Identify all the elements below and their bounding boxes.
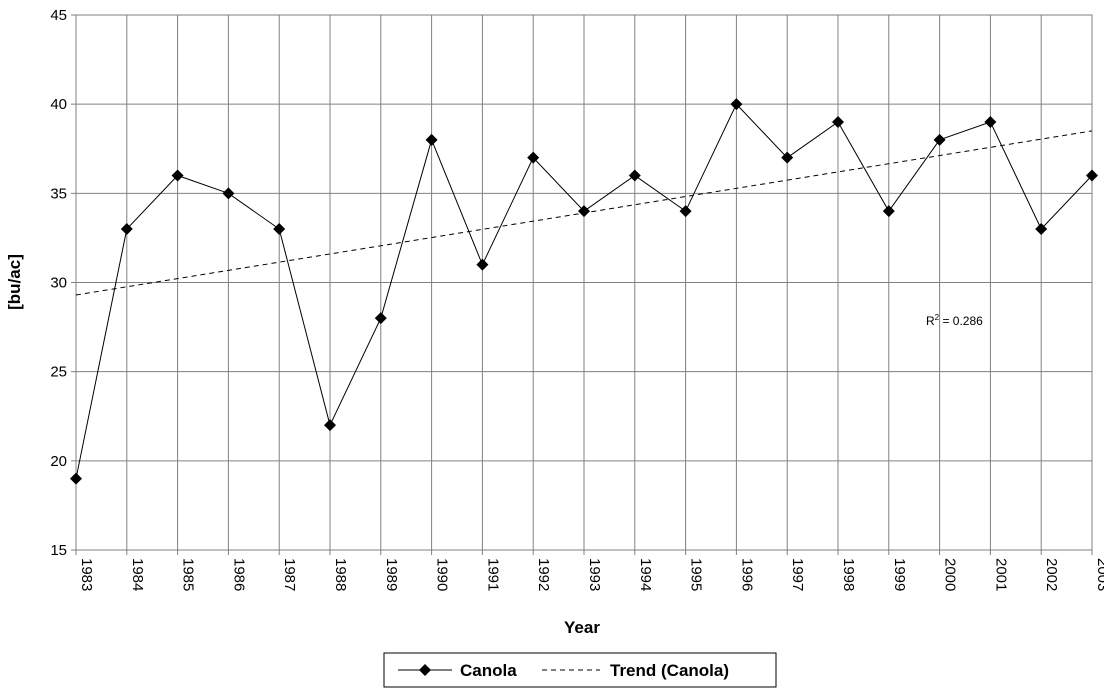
x-tick-label: 2003 [1094,558,1104,591]
y-axis: 15 20 25 30 35 40 45 [50,7,76,559]
data-point-1996 [730,98,743,111]
grid [75,14,1093,551]
data-point-2002 [1035,223,1048,235]
data-point-1989 [374,312,387,325]
x-tick-label: 1997 [789,558,806,591]
y-tick-label: 35 [50,185,67,202]
data-point-1985 [171,169,184,182]
data-point-1995 [679,205,692,218]
y-tick-label: 30 [50,275,67,292]
data-point-1988 [324,419,336,432]
y-tick-label: 20 [50,453,67,470]
data-point-1986 [222,187,235,200]
data-point-1993 [578,205,590,218]
legend-canola-label: Canola [460,661,517,680]
legend: Canola Trend (Canola) [383,652,777,688]
legend-trend-label: Trend (Canola) [610,661,729,680]
data-point-1994 [628,169,641,182]
x-tick-label: 2001 [992,558,1009,591]
data-point-2000 [933,133,946,146]
x-axis-title: Year [564,618,600,637]
x-tick-label: 1986 [230,558,247,591]
x-tick-label: 1995 [688,558,705,591]
series-canola [70,98,1098,485]
x-tick-label: 1984 [129,558,146,591]
x-tick-label: 2002 [1043,558,1060,591]
x-tick-label: 1996 [738,558,755,591]
y-axis-title: [bu/ac] [5,254,24,310]
y-tick-label: 40 [50,96,67,113]
data-point-1999 [882,205,895,218]
data-point-1984 [120,223,133,235]
y-tick-label: 45 [50,7,67,24]
data-point-1990 [425,133,438,146]
data-point-1997 [781,151,794,164]
x-tick-label: 1991 [484,558,501,591]
x-tick-label: 1983 [78,558,95,591]
r-squared-label: R [926,314,935,328]
y-tick-label: 15 [50,542,67,559]
x-tick-label: 2000 [942,558,959,591]
r-squared-value: = 0.286 [939,314,983,328]
x-tick-label: 1992 [535,558,552,591]
x-tick-label: 1988 [332,558,349,591]
x-tick-label: 1998 [840,558,857,591]
r-squared-superscript: 2 [935,313,940,322]
x-axis: 1983 1984 1985 1986 1987 1988 1989 1990 1991 1992… [75,550,1104,591]
x-tick-label: 1989 [383,558,400,591]
data-point-2001 [984,116,997,128]
x-tick-label: 1985 [180,558,197,591]
x-tick-label: 1994 [637,558,654,591]
data-point-1987 [273,223,286,235]
data-point-1983 [70,472,82,485]
x-tick-label: 1993 [586,558,603,591]
x-tick-label: 1999 [891,558,908,591]
data-point-1991 [476,258,489,271]
legend-canola-marker [419,664,431,676]
x-tick-label: 1987 [281,558,298,591]
data-point-2003 [1086,169,1098,182]
x-tick-label: 1990 [434,558,451,591]
data-point-1992 [527,151,540,164]
r-squared-annotation: R2 = 0.286 [926,313,983,328]
y-tick-label: 25 [50,364,67,381]
data-point-1998 [832,116,844,128]
